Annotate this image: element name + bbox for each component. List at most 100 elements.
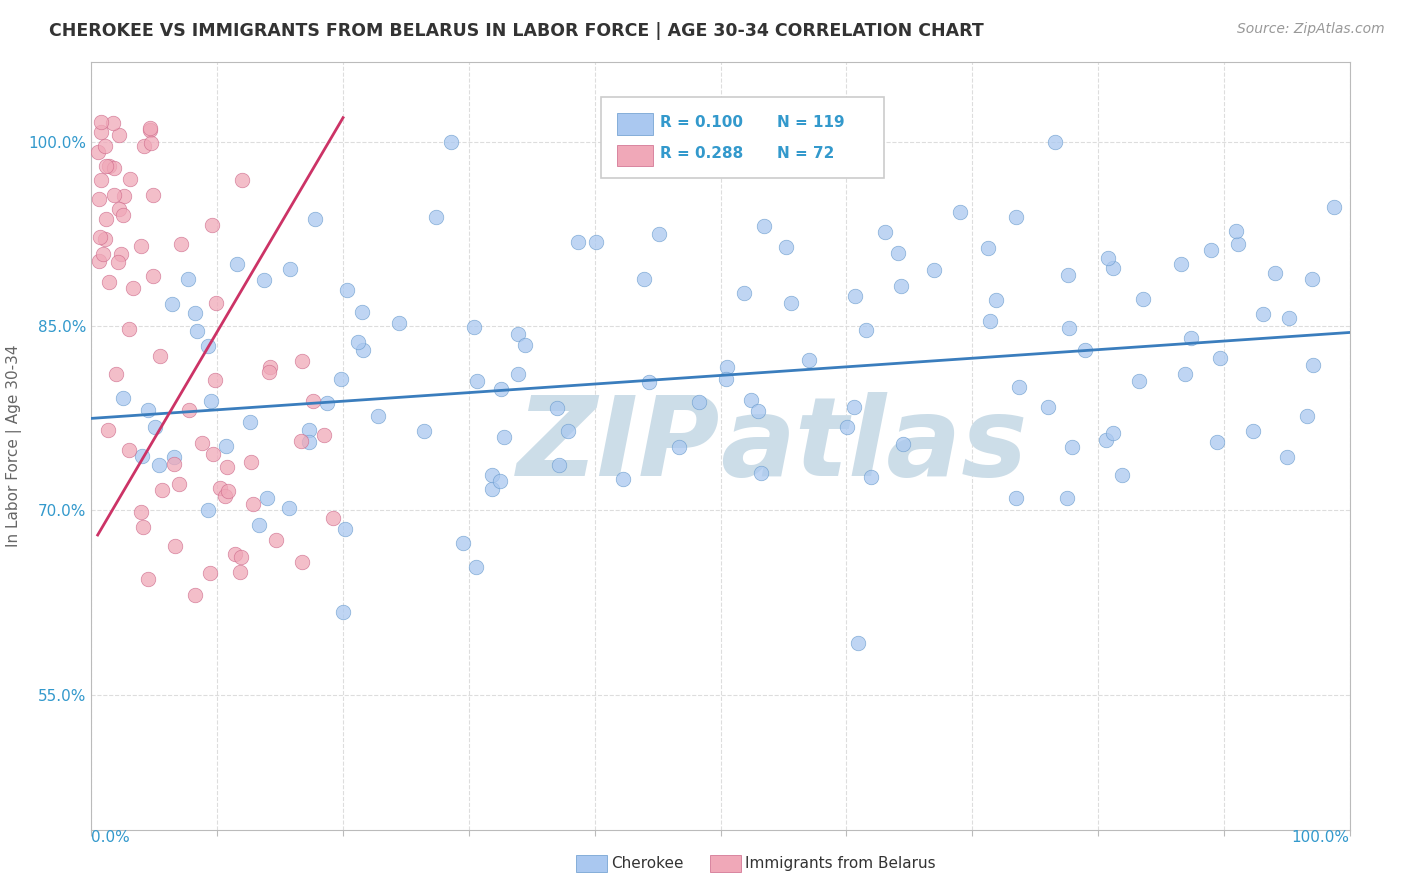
Point (890, 278, 912, 293)
Point (747, 404, 769, 418)
Point (425, 210, 447, 224)
Point (214, 489, 236, 503)
Point (239, 454, 262, 468)
Point (1206, 434, 1229, 449)
Point (1302, 358, 1324, 372)
Point (1278, 311, 1301, 326)
Point (298, 423, 321, 437)
Point (129, 505, 152, 519)
Point (298, 434, 321, 449)
Point (567, 235, 589, 249)
Point (97, 160, 120, 174)
Point (94, 159, 117, 173)
Point (352, 343, 374, 357)
Point (312, 428, 335, 442)
Bar (617, 145, 652, 166)
Point (648, 227, 671, 242)
Point (90, 125, 112, 139)
Point (842, 400, 865, 414)
Point (668, 440, 690, 454)
Point (860, 470, 883, 484)
Point (142, 187, 165, 202)
Point (139, 121, 162, 136)
Point (224, 547, 246, 561)
Point (87, 253, 110, 268)
Point (120, 172, 142, 186)
Point (1132, 293, 1154, 307)
Point (94, 212, 117, 227)
Point (190, 435, 212, 450)
Point (464, 559, 486, 574)
Point (280, 262, 302, 277)
Point (110, 247, 132, 261)
Point (1199, 244, 1222, 258)
Point (1095, 433, 1118, 447)
Point (94, 138, 117, 153)
Point (1241, 425, 1264, 439)
Point (752, 219, 775, 233)
Point (336, 283, 359, 297)
Point (186, 324, 208, 338)
Point (886, 246, 908, 260)
Point (749, 466, 772, 480)
Point (775, 240, 797, 254)
Text: Immigrants from Belarus: Immigrants from Belarus (745, 856, 936, 871)
Point (322, 511, 344, 525)
Point (200, 393, 222, 408)
Point (198, 566, 221, 580)
Point (90, 173, 112, 187)
Point (201, 218, 224, 232)
Point (1062, 440, 1084, 454)
Point (108, 202, 131, 217)
Point (184, 589, 207, 603)
Point (253, 273, 276, 287)
Text: R = 0.100: R = 0.100 (661, 115, 744, 129)
Point (1102, 425, 1125, 440)
Point (90, 114, 112, 128)
Point (1038, 400, 1060, 414)
Point (131, 449, 153, 463)
Point (101, 116, 124, 130)
Point (97, 424, 120, 438)
Point (688, 395, 710, 409)
Point (546, 401, 568, 416)
Point (277, 501, 299, 516)
Point (197, 339, 219, 353)
Point (875, 225, 897, 239)
Point (1296, 409, 1319, 424)
Point (163, 450, 186, 464)
Point (1097, 251, 1119, 265)
Point (163, 457, 186, 471)
Point (302, 394, 325, 409)
Point (329, 372, 352, 386)
Point (259, 359, 281, 374)
Point (170, 237, 193, 252)
Point (142, 268, 165, 283)
Point (481, 483, 503, 497)
Point (112, 391, 135, 405)
Point (112, 208, 135, 222)
Point (242, 497, 264, 511)
FancyBboxPatch shape (600, 97, 884, 178)
Point (633, 271, 655, 285)
Point (347, 335, 370, 350)
Point (229, 566, 252, 580)
Point (1008, 380, 1031, 394)
Point (440, 135, 463, 149)
Point (451, 536, 474, 550)
Text: ZIP: ZIP (517, 392, 720, 500)
Point (136, 403, 159, 417)
Point (89, 192, 111, 206)
Point (463, 319, 485, 334)
Text: R = 0.288: R = 0.288 (661, 146, 744, 161)
Point (107, 255, 129, 269)
Point (1251, 307, 1274, 321)
Point (489, 474, 512, 488)
Point (557, 424, 579, 438)
Point (585, 235, 607, 249)
Point (103, 161, 125, 176)
Point (148, 458, 170, 473)
Point (121, 281, 143, 295)
Point (1170, 257, 1192, 271)
Point (1056, 491, 1078, 506)
